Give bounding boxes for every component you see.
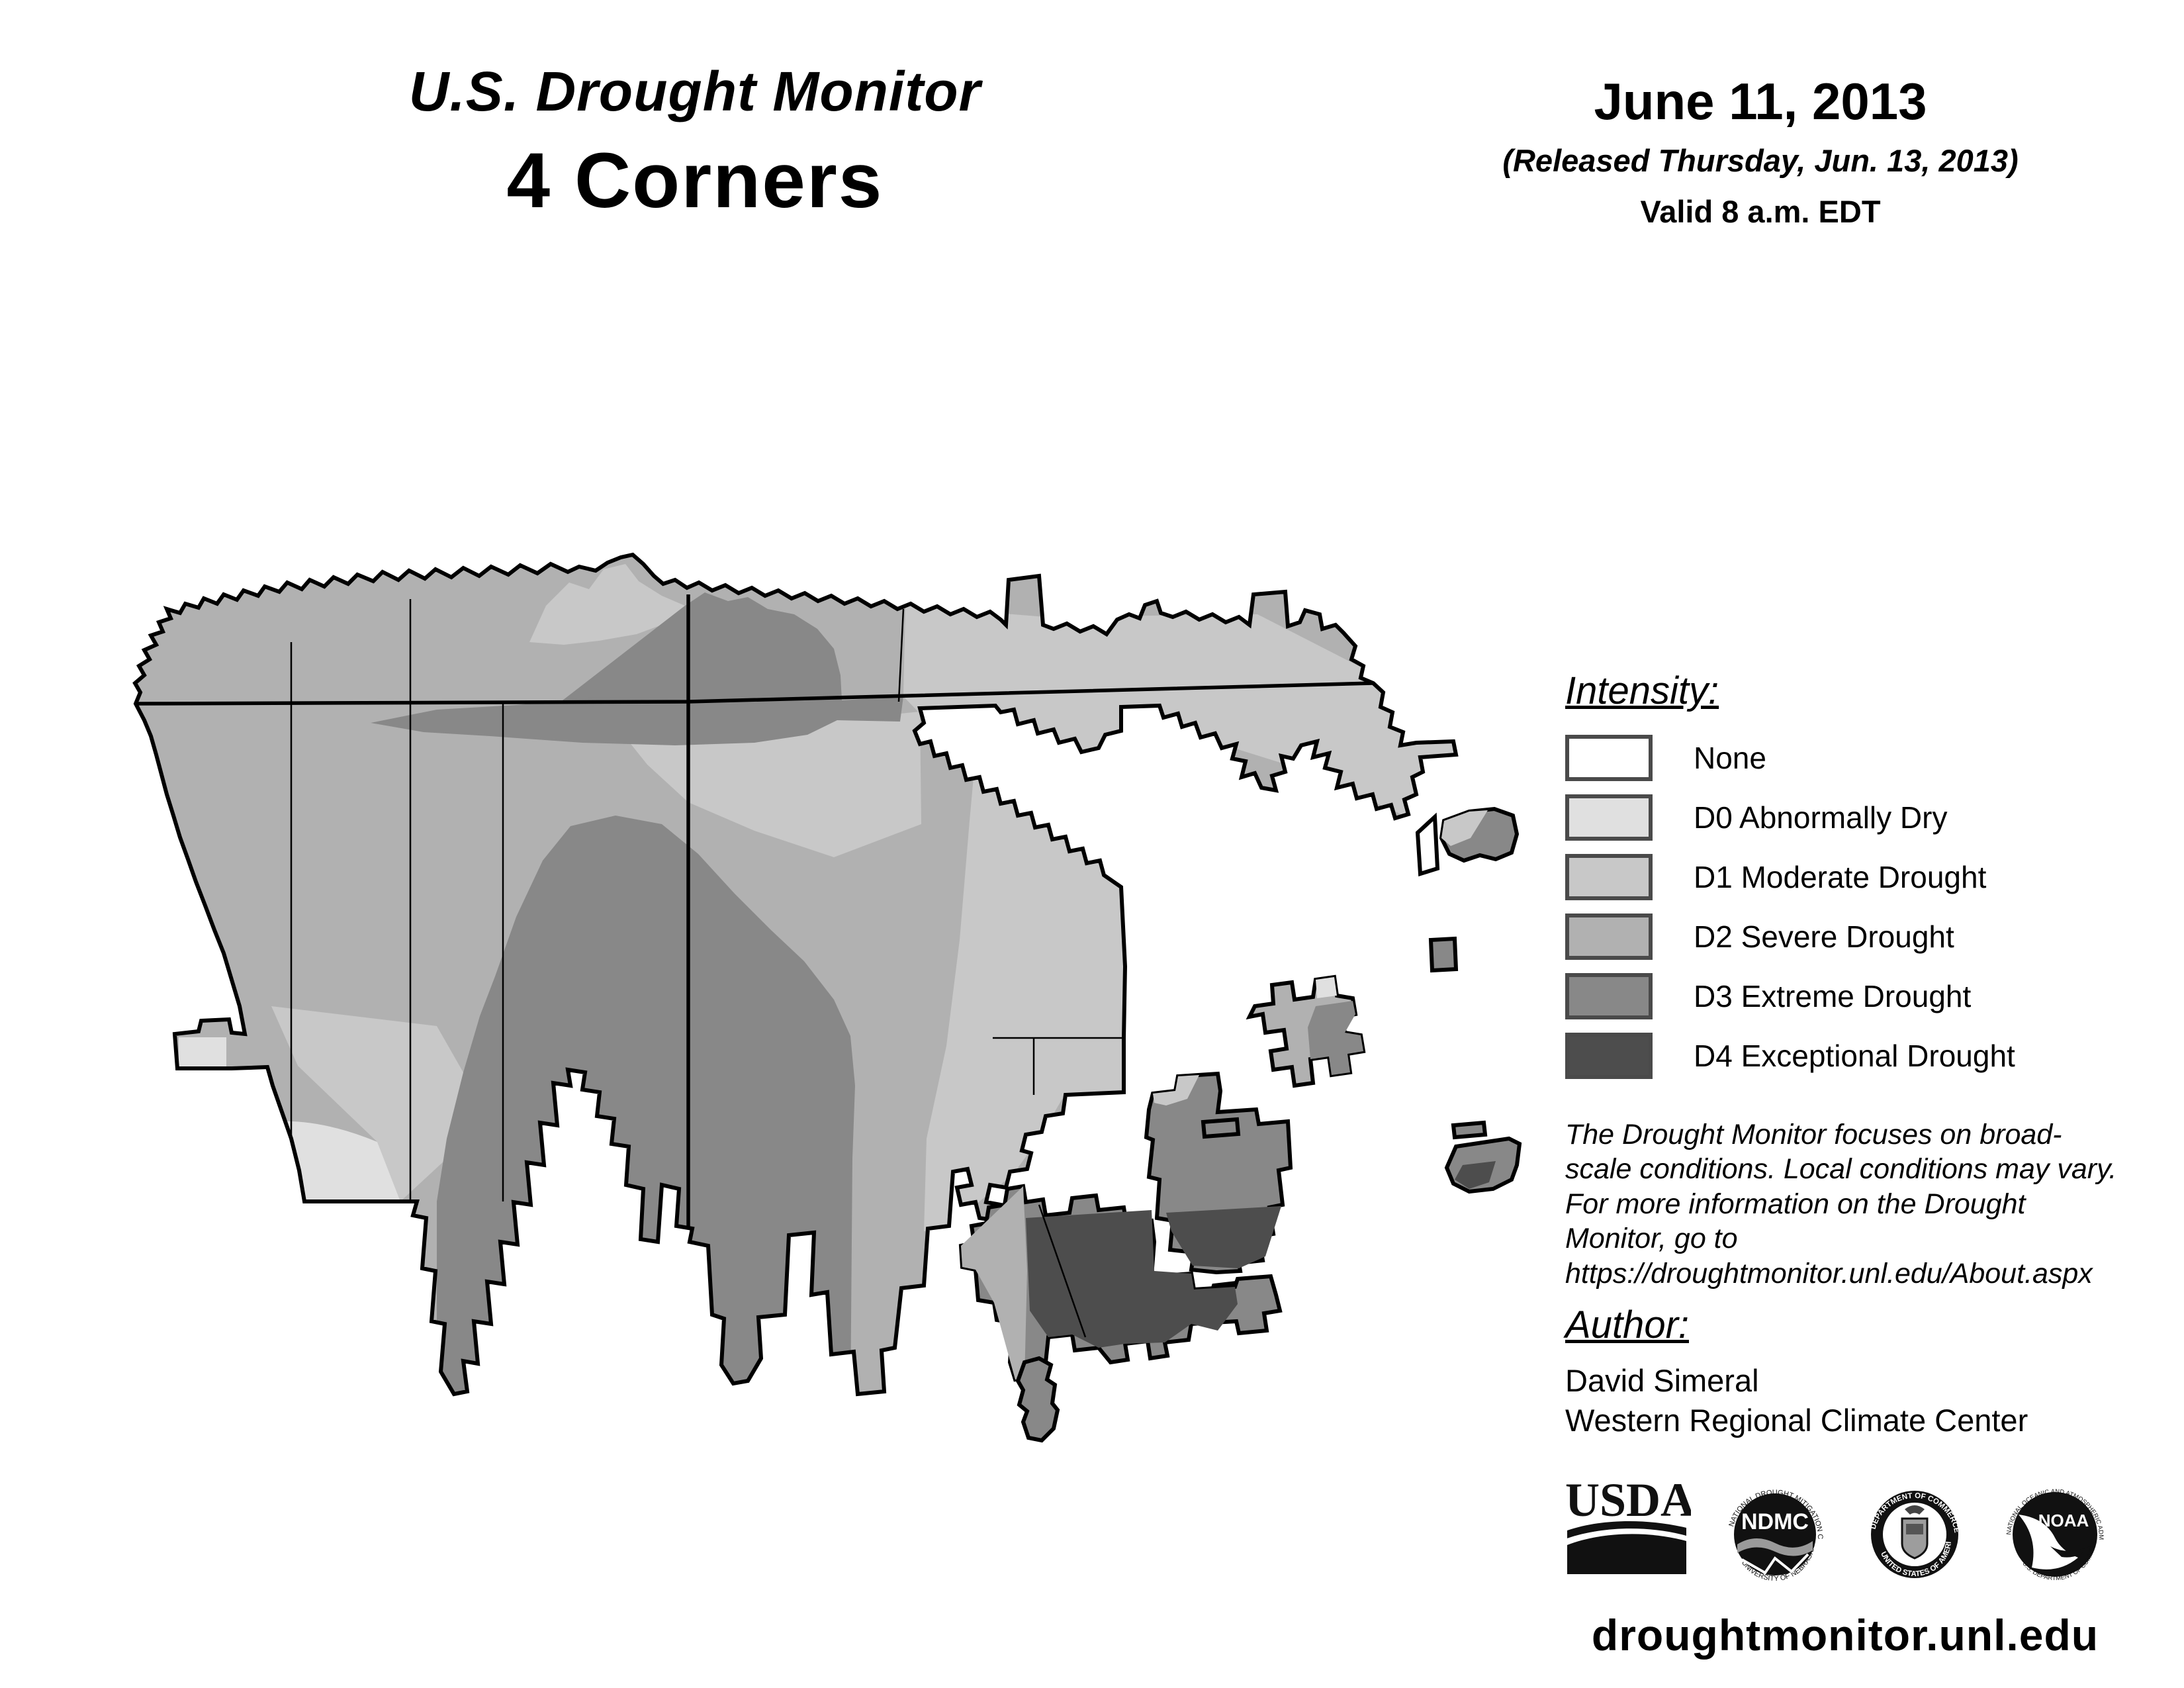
ndmc-logo-icon: NATIONAL DROUGHT MITIGATION CENTER UNIVE…: [1716, 1469, 1831, 1594]
legend-swatch-none: [1565, 735, 1653, 781]
region-east-tall: [1144, 1071, 1293, 1275]
usda-swoosh-top: [1567, 1521, 1686, 1538]
legend-swatch-d1: [1565, 854, 1653, 900]
zone-d0-west-notch: [179, 1037, 226, 1067]
ndmc-cracks: [1741, 1553, 1809, 1575]
region-title: 4 Corners: [506, 137, 884, 224]
author-org: Western Regional Climate Center: [1565, 1403, 2028, 1438]
noaa-bird-wing: [2050, 1546, 2090, 1558]
doc-shield-chief: [1906, 1524, 1924, 1534]
region-fareast-dash: [1451, 1120, 1488, 1140]
region-pueblo-cluster: [1246, 974, 1366, 1088]
zone-d1-southwest-wedge: [271, 1006, 490, 1201]
commerce-logo-icon: DEPARTMENT OF COMMERCE UNITED STATES OF …: [1856, 1469, 1971, 1594]
disclaimer-text: The Drought Monitor focuses on broad-sca…: [1565, 1119, 2117, 1289]
legend-swatch-d2: [1565, 914, 1653, 960]
pueblo-cluster-d3: [1308, 1001, 1363, 1075]
legend-swatch-d4: [1565, 1033, 1653, 1079]
region-east-tall-d1-sliver: [1153, 1075, 1199, 1105]
legend-swatch-d0: [1565, 794, 1653, 841]
zone-d1-northeast: [903, 606, 1456, 821]
fareast-blob-d4: [1455, 1161, 1496, 1189]
region-isolated-blob: [1015, 1356, 1060, 1443]
east-blob-d1: [1441, 810, 1488, 846]
doc-eagle: [1905, 1505, 1925, 1515]
legend-swatch-d3: [1565, 973, 1653, 1019]
legend-label-none: None: [1694, 741, 1766, 775]
legend-row-none: None: [1565, 728, 2161, 788]
agency-logos: USDA NATIONAL DROUGHT MITIGATION CENTER …: [1562, 1469, 2111, 1594]
usda-swoosh-fill: [1567, 1534, 1686, 1574]
region-east-blob: [1439, 806, 1520, 863]
ndmc-text: NDMC: [1741, 1509, 1809, 1534]
page-title: U.S. Drought Monitor 4 Corners: [212, 60, 1178, 226]
legend-row-d2: D2 Severe Drought: [1565, 907, 2161, 966]
south-cluster-d4: [1026, 1210, 1238, 1348]
legend-label-d2: D2 Severe Drought: [1694, 919, 1954, 954]
map-date: June 11, 2013: [1594, 72, 1927, 130]
south-cluster-d2: [961, 1186, 1027, 1380]
noaa-logo-icon: NATIONAL OCEANIC AND ATMOSPHERIC ADMINIS…: [1996, 1470, 2111, 1594]
drought-map: [66, 543, 1522, 1668]
south-cluster-county-line: [1038, 1204, 1087, 1338]
pueblo-cluster-d0: [1316, 977, 1337, 998]
detached-regions: [958, 806, 1522, 1443]
usda-logo-svg: USDA: [1565, 1474, 1695, 1574]
region-fareast-blob: [1444, 1136, 1522, 1194]
region-small-square: [1428, 936, 1459, 973]
report-title: U.S. Drought Monitor: [408, 60, 981, 122]
usda-swoosh-line: [1567, 1529, 1687, 1541]
region-small-dash: [1201, 1117, 1241, 1139]
zone-d1-north-notch: [529, 564, 685, 645]
county-border-lines: [290, 599, 1124, 1201]
legend-label-d0: D0 Abnormally Dry: [1694, 800, 1948, 835]
drought-map-svg: [132, 552, 1522, 1443]
author-heading: Author:: [1565, 1303, 1689, 1346]
usda-logo-text: USDA: [1565, 1475, 1691, 1526]
legend-row-d3: D3 Extreme Drought: [1565, 966, 2161, 1026]
legend-heading: Intensity:: [1565, 669, 1719, 712]
ndmc-river: [1737, 1538, 1813, 1556]
ndmc-logo-svg: NATIONAL DROUGHT MITIGATION CENTER UNIVE…: [1716, 1469, 1824, 1583]
author-name: David Simeral: [1565, 1363, 1759, 1398]
legend-row-d0: D0 Abnormally Dry: [1565, 788, 2161, 847]
date-block: June 11, 2013 (Released Thursday, Jun. 1…: [1403, 71, 2118, 230]
main-region-outline: [132, 552, 1459, 1397]
usda-logo-icon: USDA: [1562, 1474, 1695, 1594]
main-region-shading: [135, 555, 1456, 1394]
legend-row-d1: D1 Moderate Drought: [1565, 847, 2161, 907]
noaa-text: NOAA: [2038, 1511, 2089, 1530]
region-east-triangle: [1415, 812, 1440, 876]
legend-row-d4: D4 Exceptional Drought: [1565, 1026, 2161, 1086]
valid-time: Valid 8 a.m. EDT: [1640, 194, 1881, 229]
zone-d1-east-band: [629, 712, 921, 857]
region-south-cluster: [958, 1184, 1283, 1382]
region-east-tall-d4: [1166, 1206, 1281, 1268]
release-date: (Released Thursday, Jun. 13, 2013): [1502, 143, 2019, 178]
footer-url: droughtmonitor.unl.edu: [1591, 1611, 2099, 1660]
noaa-logo-svg: NATIONAL OCEANIC AND ATMOSPHERIC ADMINIS…: [1996, 1470, 2105, 1582]
commerce-logo-svg: DEPARTMENT OF COMMERCE UNITED STATES OF …: [1856, 1469, 1961, 1578]
legend: None D0 Abnormally Dry D1 Moderate Droug…: [1565, 728, 2161, 1086]
legend-label-d3: D3 Extreme Drought: [1694, 979, 1972, 1013]
legend-label-d1: D1 Moderate Drought: [1694, 860, 1987, 894]
legend-label-d4: D4 Exceptional Drought: [1694, 1039, 2015, 1073]
